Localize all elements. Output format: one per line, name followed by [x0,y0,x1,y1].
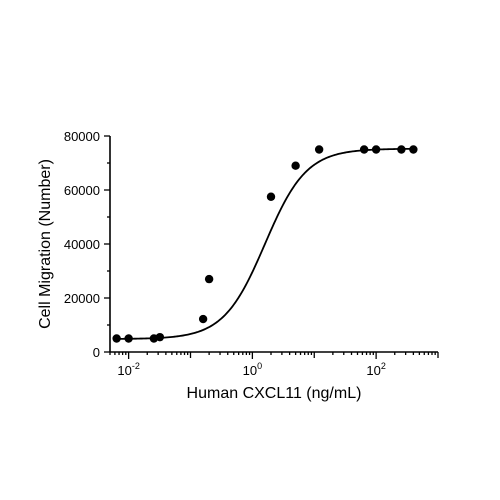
x-axis-title: Human CXCL11 (ng/mL) [187,385,362,402]
data-point [204,274,214,284]
data-point [266,192,276,201]
y-tick-label: 80000 [64,129,100,144]
data-point [314,145,324,154]
y-tick-label: 0 [93,345,100,360]
data-point [291,161,300,170]
y-axis: 0 20000 40000 60000 80000 [64,129,111,360]
y-tick-label: 20000 [64,291,100,306]
data-point [198,314,208,324]
x-tick-label: 102 [366,361,385,378]
y-tick-label: 40000 [64,237,100,252]
data-point [409,145,418,154]
data-point [112,334,121,343]
data-point [359,145,369,154]
fit-curve [116,147,414,340]
data-point [371,145,381,154]
y-tick-label: 60000 [64,183,100,198]
data-point [124,334,133,343]
x-tick-label: 100 [243,361,262,378]
y-axis-title: Cell Migration (Number) [37,159,54,329]
data-point [397,145,406,154]
data-points [112,145,418,343]
x-tick-label: 10-2 [117,361,139,378]
data-point [155,332,165,342]
x-axis: 10-2 100 102 [109,351,439,378]
